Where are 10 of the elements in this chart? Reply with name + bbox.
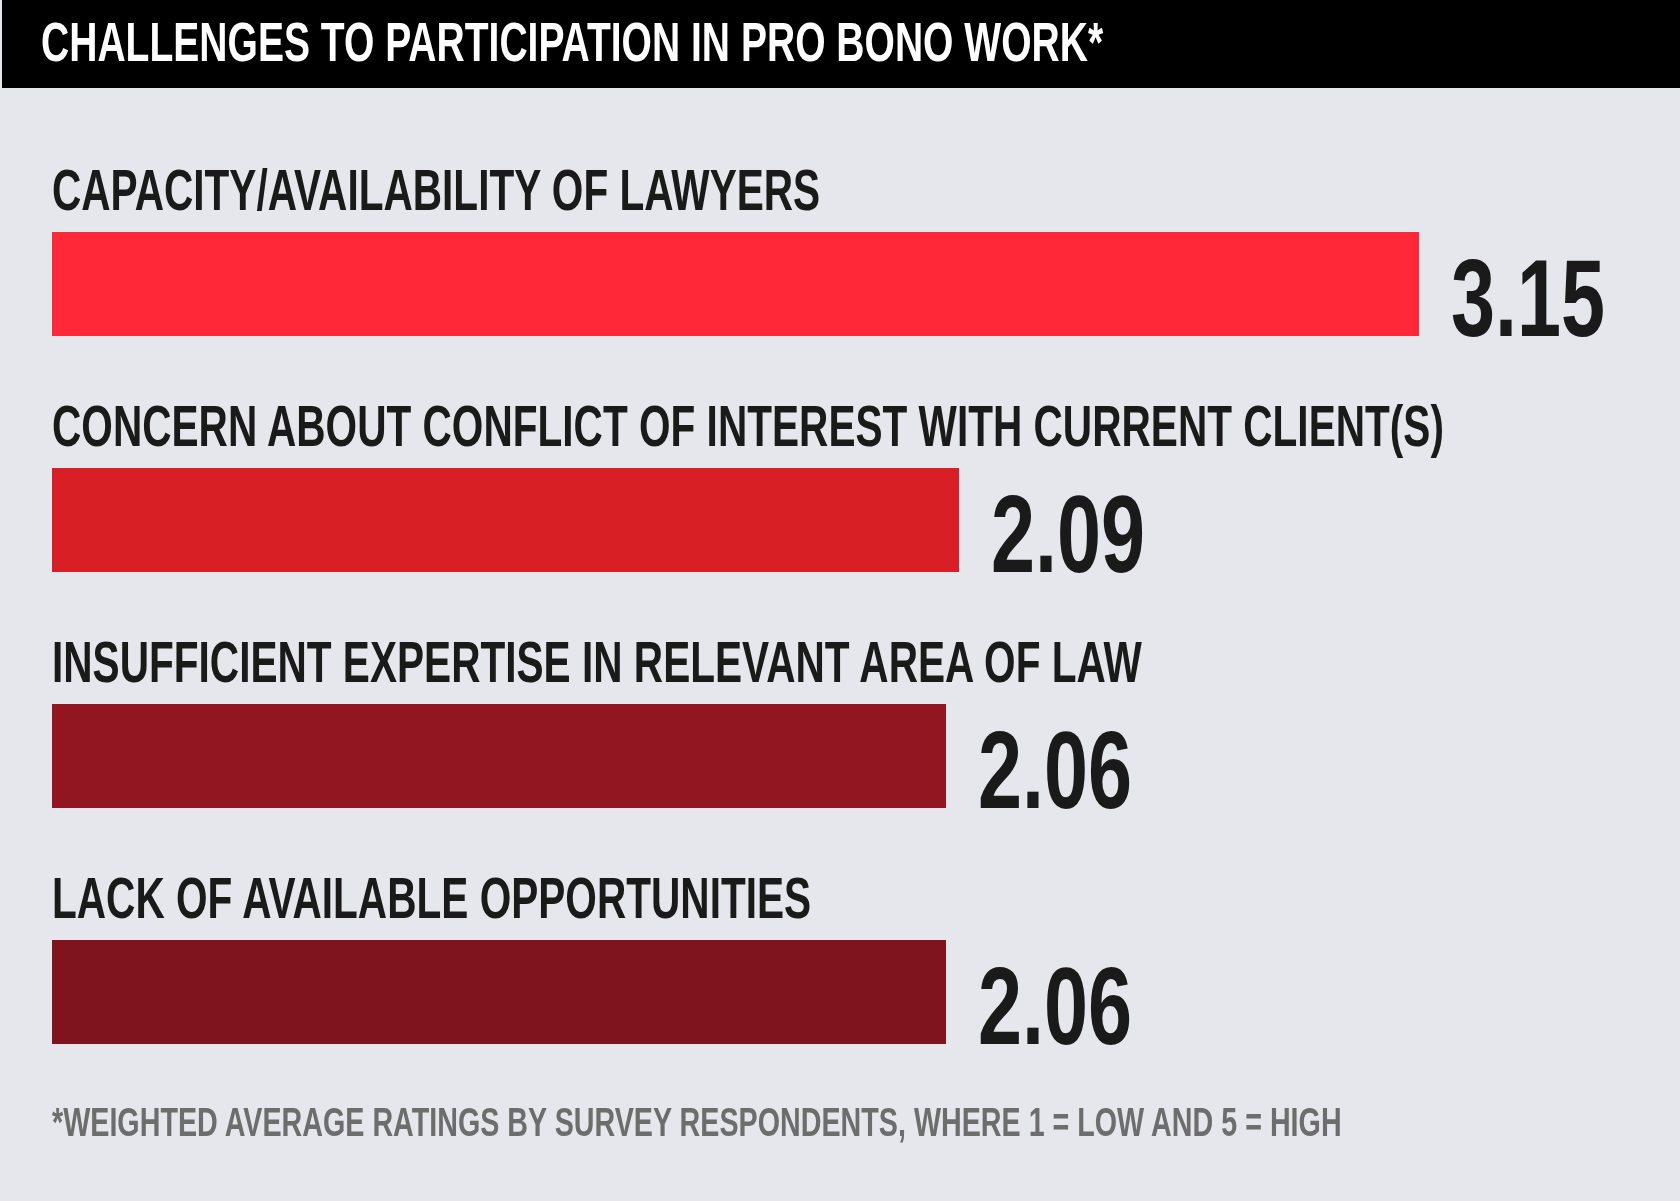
chart-title: CHALLENGES TO PARTICIPATION IN PRO BONO WORK* <box>41 11 1104 73</box>
annotation: *WEIGHTED AVERAGE RATINGS BY SURVEY RESPONDENTS, WHERE 1 = LOW AND 5 = HIGH <box>52 1098 1342 1145</box>
data-label: 2.06 <box>977 708 1133 831</box>
y-tick-label: LACK OF AVAILABLE OPPORTUNITIES <box>52 865 812 931</box>
data-label: 3.15 <box>1451 236 1606 359</box>
y-tick-label: CONCERN ABOUT CONFLICT OF INTEREST WITH CURRENT CLIENT(S) <box>52 393 1444 459</box>
data-label: 2.06 <box>977 944 1133 1067</box>
y-tick-label: CAPACITY/AVAILABILITY OF LAWYERS <box>52 157 821 223</box>
y-tick-label: INSUFFICIENT EXPERTISE IN RELEVANT AREA OF LAW <box>52 629 1143 695</box>
data-label: 2.09 <box>990 472 1146 595</box>
